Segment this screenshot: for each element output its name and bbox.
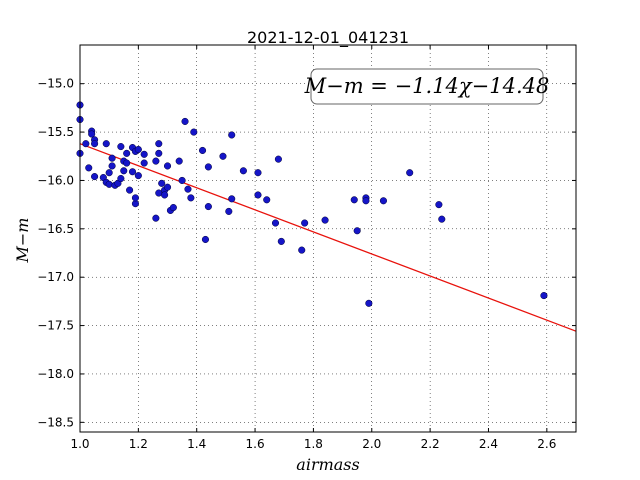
chart-title: 2021-12-01_041231 [247, 28, 409, 48]
data-point [131, 194, 139, 202]
data-point [140, 159, 148, 167]
data-point [239, 167, 247, 175]
fit-equation: M−m = −1.14χ−14.48 [304, 74, 550, 98]
x-tick-label: 1.8 [304, 437, 323, 451]
data-point [353, 227, 361, 235]
data-point [102, 140, 110, 148]
data-point [163, 162, 172, 170]
y-tick-label: −17.5 [37, 319, 74, 333]
data-point [228, 195, 236, 203]
y-tick-label: −16.0 [37, 173, 74, 187]
data-point [365, 299, 373, 307]
x-tick-label: 2.0 [362, 437, 381, 451]
data-point [82, 140, 90, 148]
data-point [362, 197, 370, 205]
x-tick-label: 1.0 [70, 437, 89, 451]
data-point [184, 185, 192, 193]
y-tick-label: −16.5 [37, 222, 74, 236]
data-point [155, 140, 163, 148]
data-point [201, 235, 210, 244]
data-point [134, 145, 142, 154]
y-tick-label: −18.5 [37, 415, 74, 429]
data-point [161, 191, 169, 199]
data-point [301, 219, 309, 227]
data-point [91, 173, 99, 181]
data-point [163, 183, 172, 191]
x-tick-label: 2.6 [537, 437, 556, 451]
x-tick-label: 1.2 [129, 437, 148, 451]
data-point [120, 167, 128, 175]
y-tick-label: −18.0 [37, 367, 74, 381]
fit-line [79, 143, 577, 332]
data-point [117, 174, 125, 183]
data-point [350, 196, 358, 204]
data-point [91, 140, 99, 148]
data-point [263, 196, 271, 204]
x-tick-label: 2.4 [479, 437, 498, 451]
data-point [152, 214, 160, 222]
data-point [225, 207, 233, 215]
data-point [140, 150, 148, 158]
y-axis-label: M−m [13, 218, 32, 264]
data-point [198, 146, 207, 155]
data-point [128, 168, 137, 176]
data-point [219, 152, 227, 160]
x-tick-label: 1.4 [187, 437, 206, 451]
fit-line-layer [79, 143, 577, 332]
data-point [126, 186, 134, 194]
data-point [175, 157, 183, 165]
data-point [406, 169, 414, 177]
plot-frame [79, 44, 577, 433]
data-point [123, 159, 131, 167]
data-point [105, 180, 113, 188]
x-tick-label: 1.6 [246, 437, 265, 451]
data-point [134, 172, 142, 180]
data-point [187, 194, 195, 202]
data-point [540, 292, 548, 300]
data-point [190, 128, 198, 136]
data-point [277, 237, 285, 245]
data-point [254, 169, 262, 177]
data-point [152, 157, 160, 165]
x-axis-label: airmass [296, 455, 359, 474]
y-tick-label: −17.0 [37, 270, 74, 284]
data-point [181, 117, 189, 125]
plot-area [80, 45, 576, 432]
x-tick-label: 2.2 [421, 437, 440, 451]
data-point [228, 131, 236, 139]
data-point [108, 162, 116, 170]
data-point [298, 246, 306, 254]
data-point [108, 154, 116, 162]
y-tick-label: −15.0 [37, 77, 74, 91]
data-point [85, 164, 93, 172]
x-axis-ticks: 1.0 1.2 1.4 1.6 1.8 2.0 2.2 2.4 2.6 [70, 45, 556, 451]
data-point [169, 203, 177, 212]
equation-box [310, 68, 544, 105]
data-point [271, 219, 280, 227]
data-point [88, 130, 96, 138]
data-point [435, 201, 443, 209]
data-point [254, 191, 262, 199]
data-point [178, 176, 186, 184]
data-point [438, 215, 446, 223]
data-points [76, 101, 548, 307]
y-tick-label: −15.5 [37, 125, 74, 139]
data-point [274, 155, 282, 163]
data-point [204, 203, 212, 211]
data-point [321, 216, 329, 224]
data-point [123, 149, 131, 157]
data-point [155, 149, 163, 157]
data-point [379, 197, 387, 205]
data-point [158, 179, 166, 187]
y-axis-ticks: −15.0 −15.5 −16.0 −16.5 −17.0 −17.5 −18.0 −18.5 [37, 77, 576, 429]
data-point [105, 169, 113, 177]
data-point [117, 143, 125, 151]
data-point [204, 163, 212, 171]
